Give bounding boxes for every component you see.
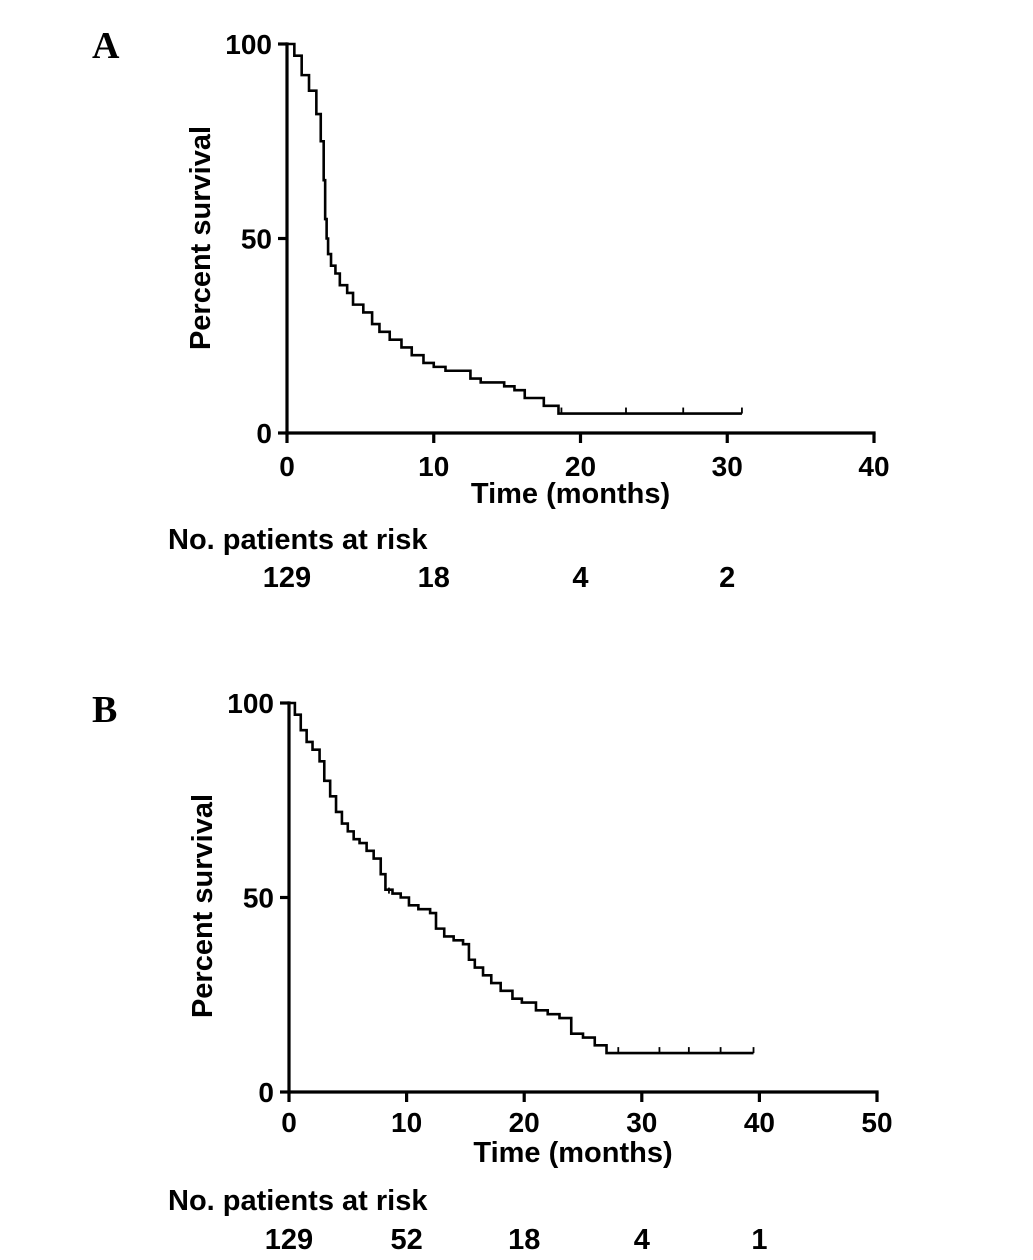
risk-count: 52 <box>390 1224 422 1256</box>
x-tick-label: 40 <box>744 1107 775 1138</box>
x-tick-label: 30 <box>626 1107 657 1138</box>
x-tick-label: 0 <box>279 451 295 482</box>
x-tick-label: 20 <box>565 451 596 482</box>
risk-count: 18 <box>418 562 450 594</box>
km-panel-a: A 0 50 100 0 10 20 30 40 Time (months) Percent sur… <box>92 25 890 594</box>
y-tick-label: 0 <box>256 418 272 449</box>
panel-label: B <box>92 689 117 731</box>
x-tick-label: 10 <box>418 451 449 482</box>
risk-table-title: No. patients at risk <box>168 524 428 556</box>
y-tick-label: 50 <box>243 883 274 914</box>
risk-count: 1 <box>751 1224 767 1256</box>
risk-count: 129 <box>265 1224 313 1256</box>
y-tick-label: 100 <box>227 688 274 719</box>
x-tick-label: 0 <box>281 1107 297 1138</box>
survival-curve <box>287 42 742 415</box>
risk-count: 4 <box>572 562 588 594</box>
x-tick-label: 10 <box>391 1107 422 1138</box>
y-tick-label: 0 <box>258 1077 274 1108</box>
km-panel-b: B 0 50 100 0 10 20 30 40 50 Time (months) Percent s… <box>92 688 893 1256</box>
y-tick-label: 100 <box>225 29 272 60</box>
risk-count: 2 <box>719 562 735 594</box>
panel-label: A <box>92 25 120 67</box>
risk-count: 129 <box>263 562 311 594</box>
x-tick-label: 20 <box>509 1107 540 1138</box>
x-tick-label: 40 <box>858 451 889 482</box>
x-axis-label: Time (months) <box>473 1137 672 1169</box>
y-tick-label: 50 <box>241 224 272 255</box>
x-axis-label: Time (months) <box>471 478 670 510</box>
risk-count: 4 <box>634 1224 650 1256</box>
x-tick-label: 30 <box>712 451 743 482</box>
risk-table-title: No. patients at risk <box>168 1185 428 1217</box>
y-axis-label: Percent survival <box>185 126 217 350</box>
x-tick-label: 50 <box>861 1107 892 1138</box>
y-axis-label: Percent survival <box>187 794 219 1018</box>
survival-curve <box>289 701 754 1055</box>
risk-count: 18 <box>508 1224 540 1256</box>
